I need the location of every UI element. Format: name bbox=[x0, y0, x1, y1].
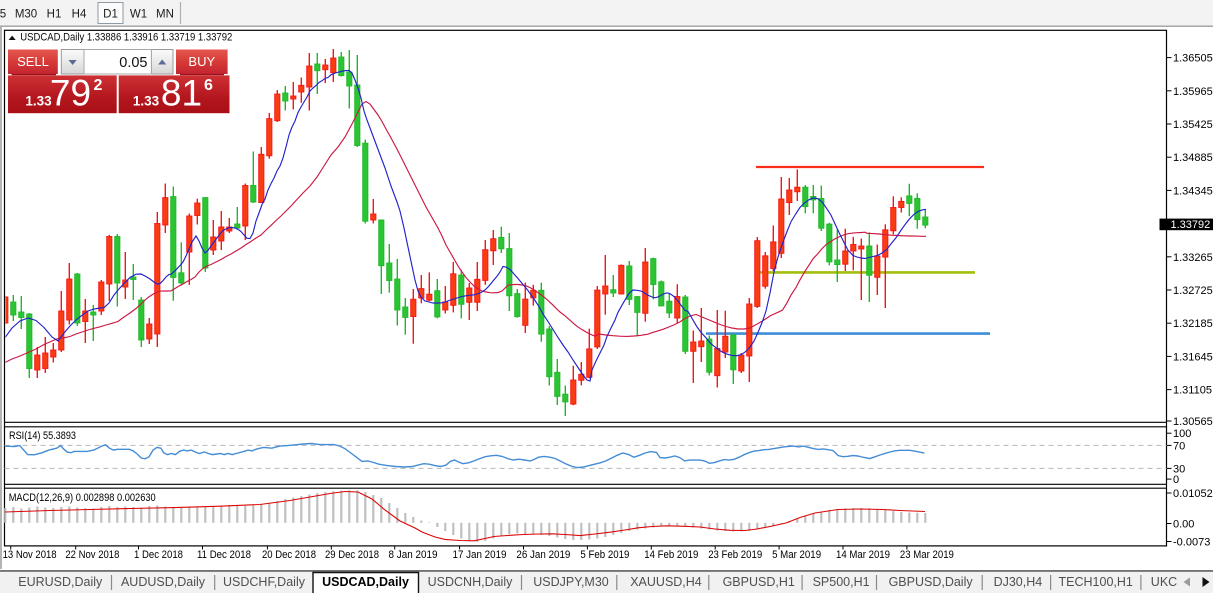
svg-text:1.33792: 1.33792 bbox=[1171, 219, 1211, 231]
svg-text:W1: W1 bbox=[130, 9, 147, 21]
svg-text:UKC: UKC bbox=[1151, 575, 1177, 589]
svg-text:GBPUSD,Daily: GBPUSD,Daily bbox=[889, 575, 974, 589]
svg-text:D1: D1 bbox=[103, 9, 118, 21]
svg-text:USDCNH,Daily: USDCNH,Daily bbox=[428, 575, 513, 589]
svg-text:USDCHF,Daily: USDCHF,Daily bbox=[223, 575, 306, 589]
svg-text:23 Feb 2019: 23 Feb 2019 bbox=[708, 549, 762, 561]
svg-text:1.35965: 1.35965 bbox=[1173, 86, 1213, 98]
svg-text:BUY: BUY bbox=[188, 54, 215, 69]
svg-text:MN: MN bbox=[156, 9, 174, 21]
svg-text:1.35425: 1.35425 bbox=[1173, 119, 1213, 131]
svg-text:EURUSD,Daily: EURUSD,Daily bbox=[18, 575, 103, 589]
svg-text:GBPUSD,H1: GBPUSD,H1 bbox=[723, 575, 795, 589]
svg-text:USDCAD,Daily 1.33886 1.33916: USDCAD,Daily 1.33886 1.33916 1.33719 1.3… bbox=[20, 32, 232, 44]
svg-text:MACD(12,26,9) 0.002898 0.00263: MACD(12,26,9) 0.002898 0.002630 bbox=[9, 492, 156, 504]
svg-text:TECH100,H1: TECH100,H1 bbox=[1059, 575, 1133, 589]
svg-text:20 Dec 2018: 20 Dec 2018 bbox=[262, 549, 316, 561]
svg-text:1.34345: 1.34345 bbox=[1173, 185, 1213, 197]
svg-text:H1: H1 bbox=[47, 9, 62, 21]
svg-text:5 Feb 2019: 5 Feb 2019 bbox=[580, 549, 629, 561]
svg-text:1.33265: 1.33265 bbox=[1173, 252, 1213, 264]
svg-text:22 Nov 2018: 22 Nov 2018 bbox=[65, 549, 119, 561]
svg-text:11 Dec 2018: 11 Dec 2018 bbox=[197, 549, 251, 561]
svg-text:1.33: 1.33 bbox=[25, 94, 52, 109]
svg-text:5: 5 bbox=[0, 9, 6, 21]
svg-text:1.34885: 1.34885 bbox=[1173, 152, 1213, 164]
svg-text:H4: H4 bbox=[72, 9, 87, 21]
svg-text:USDCAD,Daily: USDCAD,Daily bbox=[322, 575, 409, 589]
svg-text:SELL: SELL bbox=[17, 54, 49, 69]
svg-text:1.30565: 1.30565 bbox=[1173, 416, 1213, 428]
svg-text:14 Mar 2019: 14 Mar 2019 bbox=[836, 549, 890, 561]
svg-text:2: 2 bbox=[94, 77, 103, 94]
svg-text:26 Jan 2019: 26 Jan 2019 bbox=[516, 549, 570, 561]
svg-text:6: 6 bbox=[204, 77, 213, 94]
svg-text:1.32185: 1.32185 bbox=[1173, 318, 1213, 330]
svg-text:1 Dec 2018: 1 Dec 2018 bbox=[134, 549, 183, 561]
svg-text:0: 0 bbox=[1173, 474, 1179, 486]
svg-text:1.36505: 1.36505 bbox=[1173, 53, 1213, 65]
svg-text:0.05: 0.05 bbox=[119, 55, 147, 71]
svg-text:5 Mar 2019: 5 Mar 2019 bbox=[772, 549, 821, 561]
svg-text:30: 30 bbox=[1173, 463, 1185, 475]
svg-text:1.31105: 1.31105 bbox=[1173, 385, 1212, 397]
svg-text:AUDUSD,Daily: AUDUSD,Daily bbox=[121, 575, 206, 589]
svg-text:XAUUSD,H4: XAUUSD,H4 bbox=[630, 575, 702, 589]
svg-text:USDJPY,M30: USDJPY,M30 bbox=[533, 575, 609, 589]
svg-text:23 Mar 2019: 23 Mar 2019 bbox=[900, 549, 954, 561]
svg-text:79: 79 bbox=[50, 73, 91, 114]
svg-text:81: 81 bbox=[161, 73, 202, 114]
svg-text:1.31645: 1.31645 bbox=[1173, 351, 1213, 363]
svg-text:8 Jan 2019: 8 Jan 2019 bbox=[389, 549, 438, 561]
svg-text:1.32725: 1.32725 bbox=[1173, 285, 1213, 297]
svg-text:-0.0073: -0.0073 bbox=[1173, 537, 1210, 549]
svg-text:RSI(14) 55.3893: RSI(14) 55.3893 bbox=[9, 430, 76, 442]
svg-text:70: 70 bbox=[1173, 440, 1185, 452]
svg-text:SP500,H1: SP500,H1 bbox=[813, 575, 870, 589]
svg-text:29 Dec 2018: 29 Dec 2018 bbox=[325, 549, 379, 561]
svg-text:14 Feb 2019: 14 Feb 2019 bbox=[644, 549, 698, 561]
svg-text:100: 100 bbox=[1173, 428, 1191, 440]
svg-text:17 Jan 2019: 17 Jan 2019 bbox=[453, 549, 507, 561]
svg-text:1.33: 1.33 bbox=[133, 94, 160, 109]
svg-text:13 Nov 2018: 13 Nov 2018 bbox=[3, 549, 57, 561]
svg-text:0.00: 0.00 bbox=[1173, 519, 1194, 531]
svg-text:DJ30,H4: DJ30,H4 bbox=[994, 575, 1043, 589]
svg-text:M30: M30 bbox=[15, 9, 37, 21]
svg-text:0.010525: 0.010525 bbox=[1173, 488, 1213, 500]
